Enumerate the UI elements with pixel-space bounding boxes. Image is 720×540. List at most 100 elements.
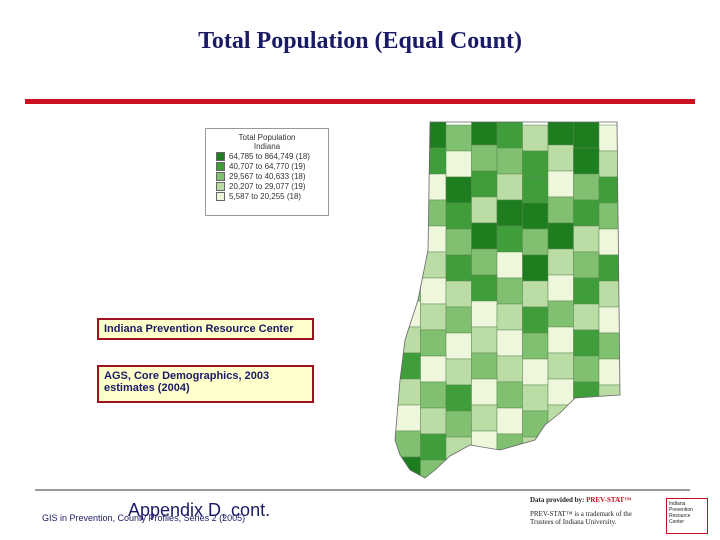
county (471, 378, 498, 406)
county (496, 355, 523, 383)
county (496, 199, 523, 227)
county (598, 384, 620, 412)
county (445, 228, 472, 256)
county (445, 358, 472, 386)
county (496, 303, 523, 331)
county (547, 430, 574, 458)
legend-swatch (216, 181, 225, 191)
county (445, 384, 472, 412)
county (395, 430, 421, 458)
county (547, 378, 574, 406)
county (471, 430, 498, 458)
legend-label: 5,587 to 20,255 (18) (229, 191, 302, 201)
county (420, 381, 447, 409)
county (573, 381, 600, 409)
county (598, 150, 620, 178)
county (420, 277, 447, 305)
note-box: Indiana Prevention Resource Center (97, 318, 314, 340)
county (573, 407, 600, 435)
note-box: AGS, Core Demographics, 2003 estimates (… (97, 365, 314, 403)
county (420, 459, 447, 478)
county (547, 122, 574, 146)
county (471, 196, 498, 224)
county (496, 225, 523, 253)
county (395, 456, 421, 478)
county (496, 173, 523, 201)
county (522, 332, 549, 360)
county (445, 436, 472, 464)
county (445, 254, 472, 282)
legend-row: 40,707 to 64,770 (19) (206, 161, 328, 171)
legend-title: Total Population (238, 133, 296, 142)
county (420, 303, 447, 331)
legend-row: 20,207 to 29,077 (19) (206, 181, 328, 191)
county (471, 300, 498, 328)
county (395, 352, 421, 380)
legend-swatch (216, 191, 225, 201)
county (573, 433, 600, 461)
county (598, 332, 620, 360)
county (598, 280, 620, 308)
county (598, 436, 620, 464)
legend-row: 29,567 to 40,633 (18) (206, 171, 328, 181)
county (573, 147, 600, 175)
county (445, 176, 472, 204)
county (420, 355, 447, 383)
county (598, 358, 620, 386)
county (522, 410, 549, 438)
county (547, 196, 574, 224)
county (496, 407, 523, 435)
county (471, 170, 498, 198)
county (471, 326, 498, 354)
rule (35, 489, 690, 491)
county (573, 122, 600, 149)
county (496, 251, 523, 279)
county (395, 122, 421, 146)
legend-subtitle: Indiana (253, 142, 281, 151)
county (522, 228, 549, 256)
county (420, 251, 447, 279)
county (445, 124, 472, 152)
county (547, 300, 574, 328)
county (547, 222, 574, 250)
rule (25, 99, 695, 104)
county (395, 170, 421, 198)
county (522, 124, 549, 152)
county (471, 404, 498, 432)
county (598, 254, 620, 282)
county (573, 329, 600, 357)
county (445, 280, 472, 308)
county (471, 144, 498, 172)
county (598, 124, 620, 152)
county (547, 170, 574, 198)
county (445, 150, 472, 178)
logo-text: PREV-STAT™ is a trademark of the Trustee… (530, 510, 632, 526)
title: Total Population (Equal Count) (198, 28, 522, 54)
county (496, 381, 523, 409)
county (496, 459, 523, 478)
county (598, 202, 620, 230)
county (420, 433, 447, 461)
county (547, 326, 574, 354)
legend-swatch (216, 171, 225, 181)
legend-swatch (216, 161, 225, 171)
logo: Data provided by: PREV-STAT™ PREV-STAT™ … (530, 496, 710, 536)
appendix: Appendix D, cont. (128, 500, 271, 520)
state-outline (394, 121, 621, 479)
county (573, 459, 600, 478)
county (395, 274, 421, 302)
county (471, 122, 498, 146)
county (598, 176, 620, 204)
legend-rows: 64,785 to 864,749 (18) 40,707 to 64,770 (… (206, 151, 328, 201)
county (420, 199, 447, 227)
county (573, 277, 600, 305)
county (598, 306, 620, 334)
county (496, 329, 523, 357)
county (471, 274, 498, 302)
county (395, 222, 421, 250)
county (395, 404, 421, 432)
legend: Total Population Indiana 64,785 to 864,7… (205, 128, 329, 216)
county (522, 358, 549, 386)
county (547, 248, 574, 276)
